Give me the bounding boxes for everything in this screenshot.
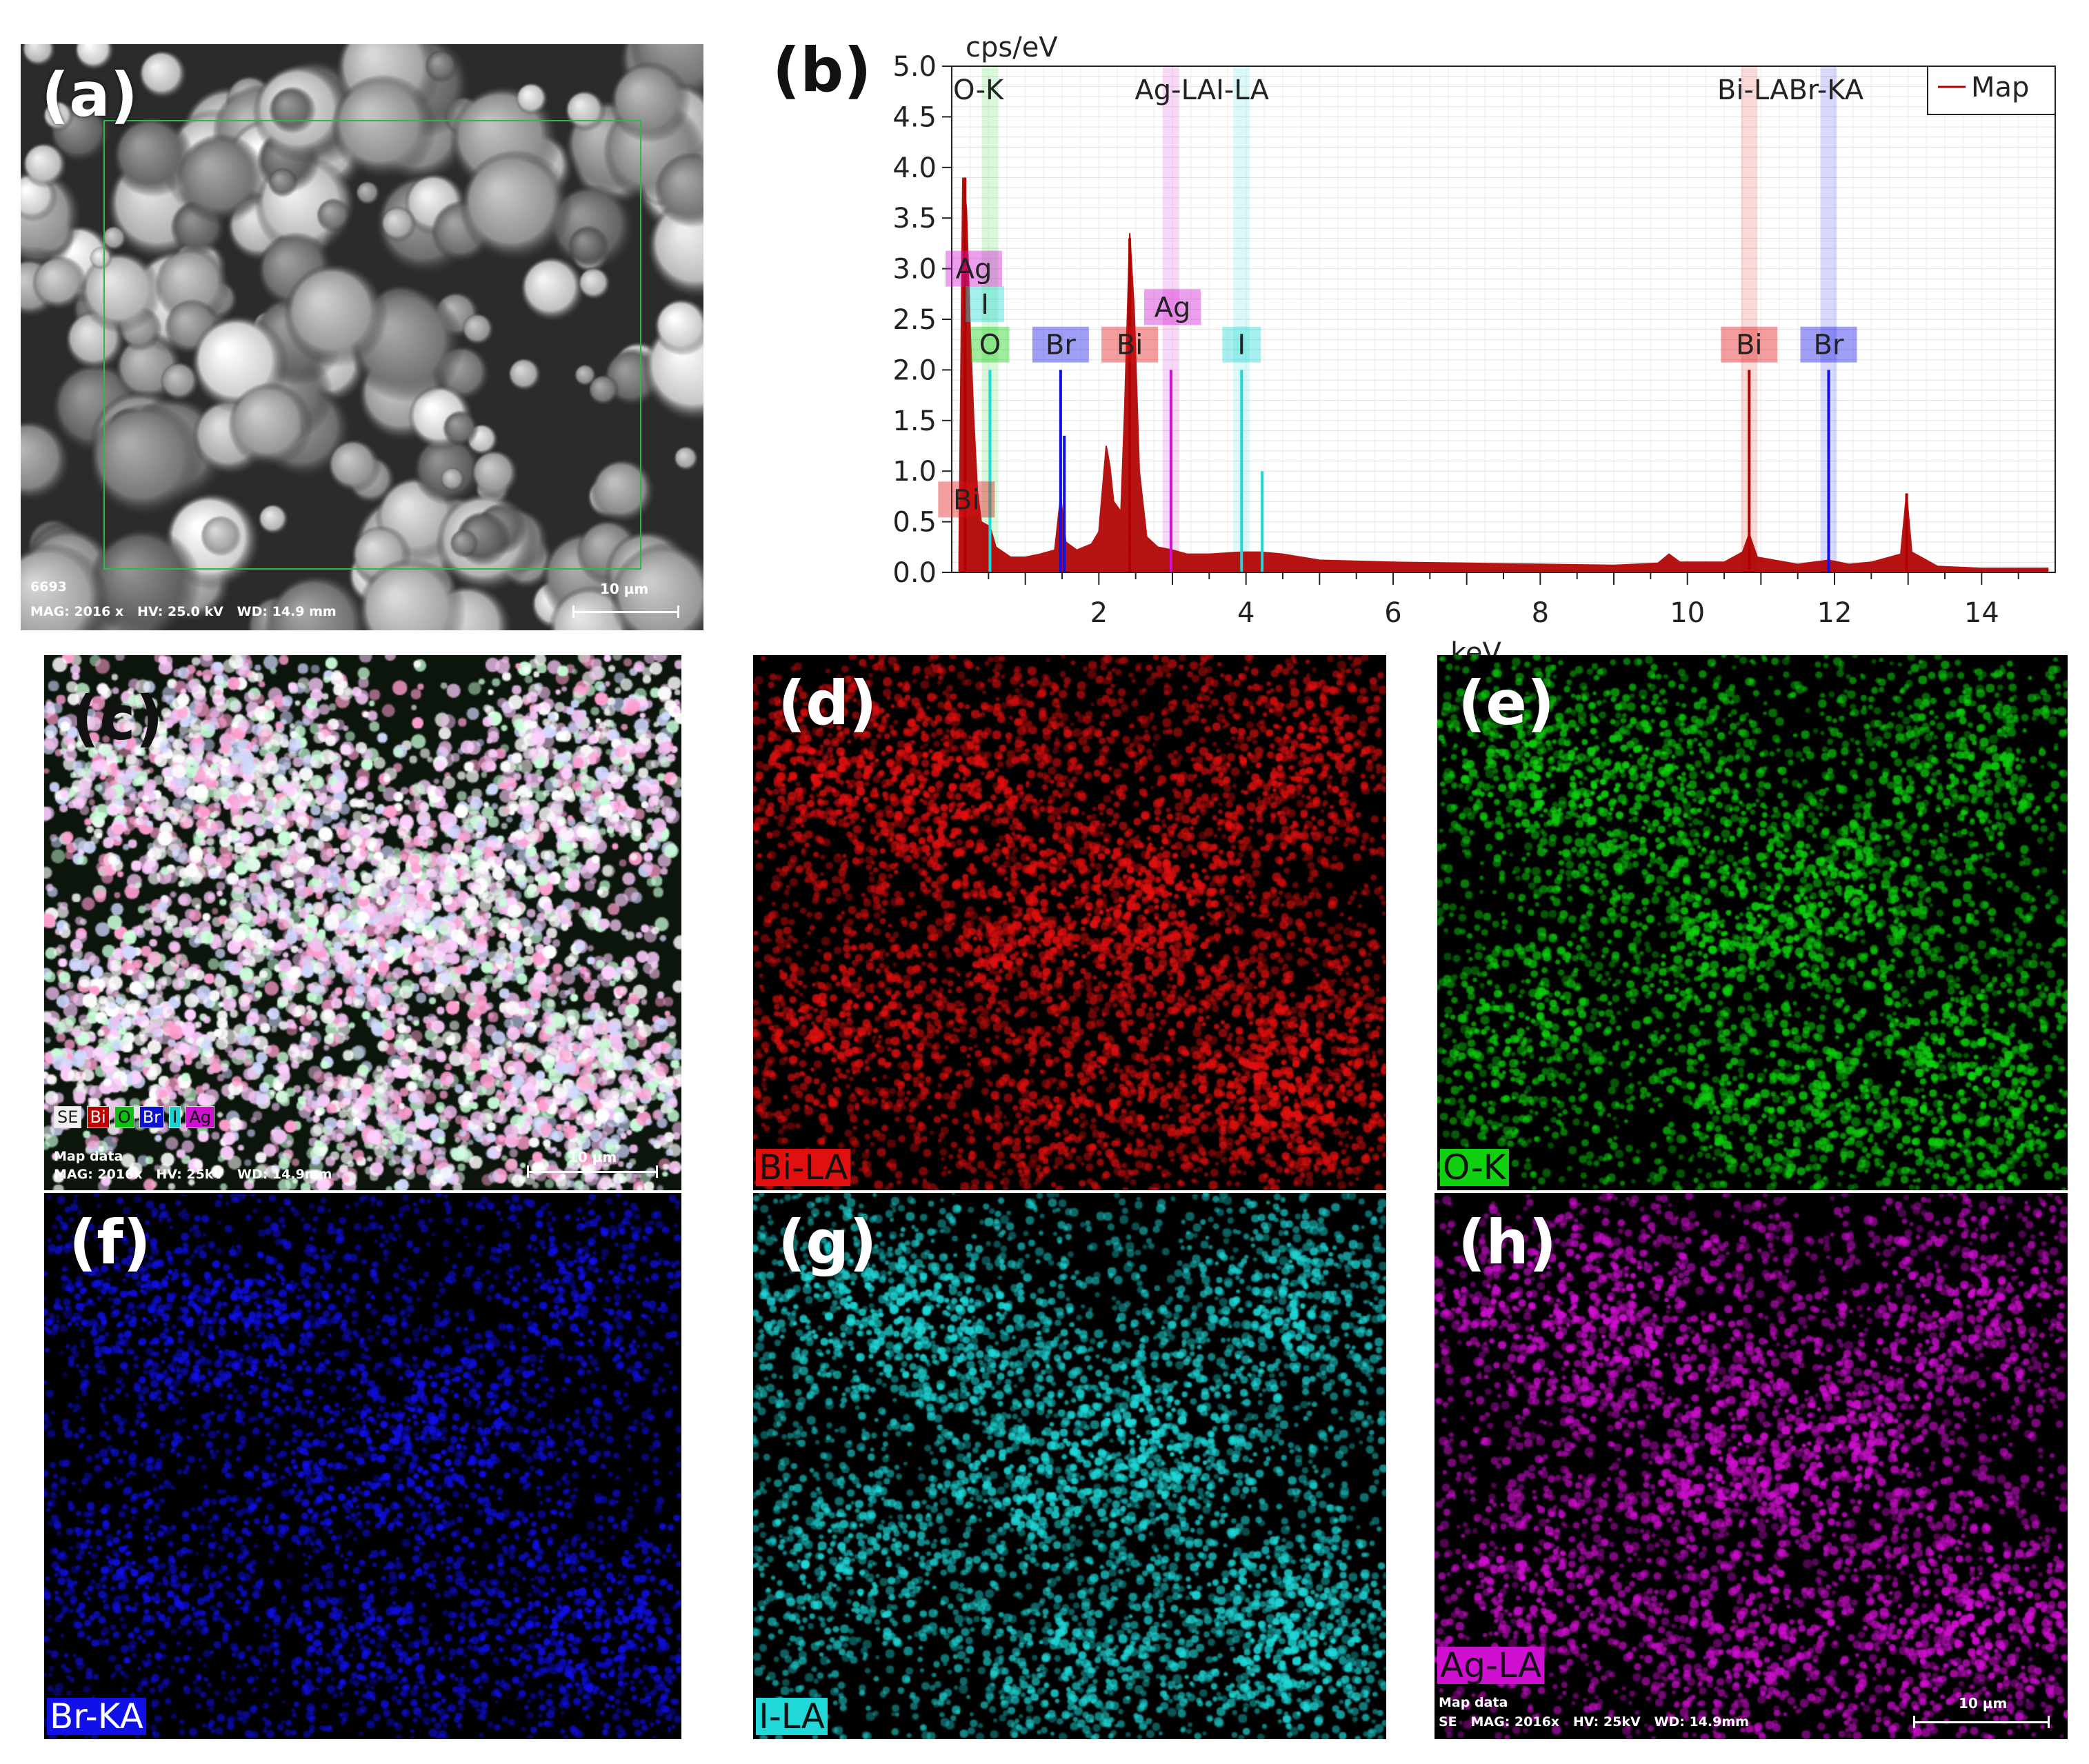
peak-tag-box [1032,326,1089,363]
map-meta-title: Map data [54,1149,123,1164]
y-tick-label: 2.5 [892,304,937,336]
scale-bar [527,1165,658,1178]
element-header-label: Ag-LAI-LA [1135,74,1269,106]
br-map-panel-f: (f) Br-KA [44,1193,681,1739]
legend-i: I [169,1106,181,1128]
peak-tag-label: Br [1814,330,1844,361]
y-tick-label: 5.0 [892,51,937,83]
legend-se: SE [54,1106,82,1128]
element-header-label: Bi-LABr-KA [1717,74,1864,106]
y-axis-label: cps/eV [966,32,1058,63]
y-tick-label: 4.0 [892,152,937,184]
scale-bar-label: 10 µm [568,1149,617,1165]
x-tick-label: 2 [1090,597,1108,629]
scale-bar-label: 10 µm [1959,1695,2008,1712]
x-tick-label: 14 [1964,597,1999,629]
y-tick-label: 4.5 [892,101,937,133]
o-map-panel-e: (e) O-K [1437,655,2068,1190]
scale-bar-label: 10 µm [600,581,649,597]
peak-tag-label: O [979,330,1001,361]
eds-spectrum-chart: 0.0 0.5 1.0 1.5 2.0 2.5 3.0 3.5 4.0 4.5 5.0 2 4 6 8 10 1… [772,32,2056,655]
map-meta-params: SE MAG: 2016x HV: 25kV WD: 14.9mm [1439,1714,1749,1730]
sem-meta-params: MAG: 2016 x HV: 25.0 kV WD: 14.9 mm [30,604,337,619]
peak-tag-label: I [981,289,989,321]
peak-tag-box [1800,326,1857,363]
selection-box [103,120,641,570]
peak-tag-label: Ag [956,254,992,285]
legend-o: O [114,1106,134,1128]
overlay-map-image [44,655,681,1190]
y-tick-label: 3.0 [892,254,937,285]
peak-tag-label: Bi [953,484,980,516]
peak-tag-box [938,481,995,518]
element-label-o: O-K [1440,1149,1509,1186]
peak-tag-label: I [1237,330,1246,361]
legend-ag: Ag [186,1106,214,1128]
panel-label-g: (g) [778,1207,877,1278]
peak-tag-label: Br [1046,330,1076,361]
panel-label-a: (a) [41,59,138,130]
panel-label-d: (d) [778,668,877,739]
element-label-ag: Ag-LA [1437,1647,1545,1684]
peak-tag-box [1101,326,1159,363]
element-label-br: Br-KA [47,1698,146,1735]
panel-label-h: (h) [1458,1207,1557,1278]
bi-map-panel-d: (d) Bi-LA [753,655,1386,1190]
peak-tag-label: Bi [1117,330,1143,361]
y-tick-label: 1.0 [892,456,937,488]
panel-label-b: (b) [772,34,871,106]
x-tick-label: 10 [1670,597,1705,629]
x-tick-label: 4 [1237,597,1255,629]
element-label-bi: Bi-LA [756,1149,851,1186]
x-tick-label: 12 [1817,597,1852,629]
element-label-i: I-LA [756,1698,828,1735]
peak-tag-label: Ag [1155,292,1191,323]
y-tick-label: 0.0 [892,557,937,589]
sem-meta-id: 6693 [30,579,67,594]
x-axis-label: keV [1450,637,1501,655]
sem-image-panel-a: (a) 6693 MAG: 2016 x HV: 25.0 kV WD: 14.… [21,44,703,630]
eds-spectrum-panel-b: 0.0 0.5 1.0 1.5 2.0 2.5 3.0 3.5 4.0 4.5 5.0 2 4 6 8 10 1… [759,21,2069,655]
peak-tag-box [946,250,1002,287]
peak-tag-box [1222,326,1261,363]
map-meta-params: MAG: 2016x HV: 25kV WD: 14.9mm [54,1167,332,1182]
x-tick-label: 6 [1384,597,1401,629]
overlay-legend: SE Bi O Br I Ag [54,1106,216,1128]
panel-label-e: (e) [1458,668,1555,739]
element-header-label: O-K [953,74,1005,106]
map-meta-title: Map data [1439,1695,1508,1710]
spectrum-series [958,177,2049,573]
y-tick-label: 0.5 [892,507,937,539]
peak-tag-box [970,326,1010,363]
y-tick-label: 2.0 [892,354,937,386]
peak-tag-label: Bi [1736,330,1763,361]
i-map-panel-g: (g) I-LA [753,1193,1386,1739]
x-tick-label: 8 [1532,597,1549,629]
legend-box [1927,66,2056,115]
overlay-map-panel-c: (c) SE Bi O Br I Ag Map data MAG: 2016x … [44,655,681,1190]
legend-label: Map [1971,72,2029,103]
legend-br: Br [139,1106,165,1128]
peak-tag-box [966,285,1004,322]
panel-label-f: (f) [69,1207,151,1278]
legend-bi: Bi [86,1106,110,1128]
y-tick-label: 3.5 [892,203,937,234]
peak-tag-box [1144,289,1201,325]
y-tick-label: 1.5 [892,405,937,437]
ag-map-panel-h: (h) Ag-LA Map data SE MAG: 2016x HV: 25k… [1435,1193,2068,1739]
bi-map-image [753,655,1386,1190]
i-map-image [753,1193,1386,1739]
sem-micrograph [21,44,703,630]
panel-label-c: (c) [72,683,163,754]
br-map-image [44,1193,681,1739]
peak-tag-box [1721,326,1778,363]
scale-bar [572,605,679,618]
o-map-image [1437,655,2068,1190]
scale-bar [1913,1716,2050,1728]
